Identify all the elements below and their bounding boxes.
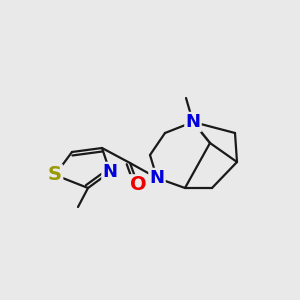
Text: N: N — [149, 169, 164, 187]
Text: O: O — [130, 176, 146, 194]
Text: N: N — [185, 113, 200, 131]
Text: S: S — [48, 166, 62, 184]
Text: N: N — [103, 163, 118, 181]
